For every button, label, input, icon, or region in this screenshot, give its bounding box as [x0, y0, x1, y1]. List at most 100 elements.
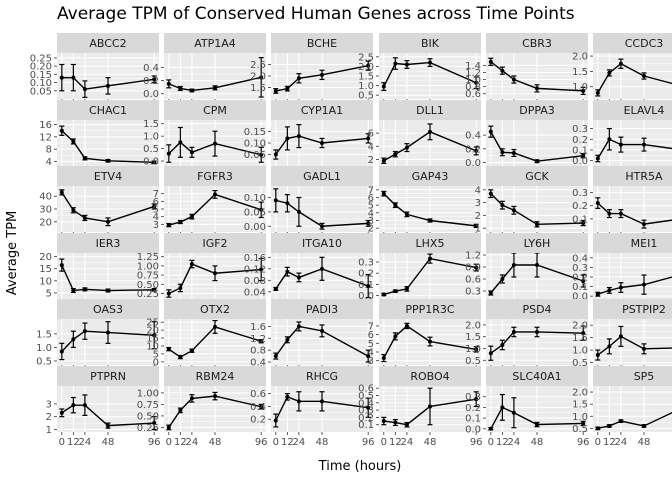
y-tick-label: 1.25 [137, 252, 159, 263]
facet-strip [57, 366, 159, 386]
facet-strip-label: BIK [421, 37, 440, 50]
x-tick-label: 48 [316, 437, 329, 448]
y-tick-label: 2.0 [465, 320, 481, 331]
series-group [273, 123, 371, 160]
series-group [381, 322, 479, 363]
y-tick-label: 1.4 [465, 61, 481, 72]
y-tick-label: 4 [475, 185, 481, 196]
y-tick-label: 1.0 [358, 81, 374, 92]
facet-strip [164, 100, 266, 120]
y-tick-label: 0.50 [137, 280, 159, 291]
data-point [320, 266, 324, 271]
data-point [178, 140, 183, 145]
x-tick-label: 24 [186, 437, 199, 448]
y-tick-label: 1.00 [137, 261, 159, 272]
data-point [166, 151, 171, 156]
facet-strip [271, 166, 373, 186]
data-point [82, 403, 87, 408]
data-point [59, 128, 64, 133]
x-tick-label: 12 [496, 437, 509, 448]
data-point [259, 404, 264, 409]
y-tick-label: 0.5 [143, 144, 159, 155]
data-point [59, 410, 64, 415]
data-point [59, 263, 64, 268]
y-tick-label: 1.0 [143, 132, 159, 143]
data-point [595, 292, 600, 297]
y-tick-label: 10 [39, 276, 52, 287]
data-point [511, 150, 516, 155]
data-point [581, 221, 586, 226]
facet-strip-label: RHCG [306, 370, 338, 383]
data-point [296, 324, 301, 329]
y-tick-label: 0.25 [137, 289, 159, 300]
facet-panel-mei1: MEI1 0.00.10.20.30.4 [572, 233, 672, 303]
data-point [488, 291, 493, 295]
data-point [581, 331, 586, 336]
data-point [71, 337, 76, 342]
data-point [511, 410, 516, 415]
data-point [296, 399, 301, 404]
series-group [595, 58, 672, 97]
data-point [488, 351, 493, 356]
data-point [642, 74, 646, 78]
y-tick-label: 1.0 [465, 344, 481, 355]
data-point [607, 70, 612, 75]
data-point [285, 201, 290, 206]
data-point [285, 86, 290, 91]
data-point [535, 422, 539, 427]
data-point [366, 405, 371, 410]
x-tick-label: 12 [281, 437, 294, 448]
facet-strip-label: SLC40A1 [512, 370, 561, 383]
y-tick-label: 1.2 [465, 251, 481, 262]
y-tick-label: 5 [46, 288, 52, 299]
data-point [607, 288, 612, 293]
y-tick-label: 2.0 [358, 62, 374, 73]
y-tick-label: 2.0 [572, 52, 588, 63]
series-group [166, 319, 264, 360]
y-tick-label: 1 [475, 224, 481, 235]
y-tick-label: 0.4 [358, 398, 374, 409]
data-point [71, 139, 76, 144]
facet-strip-label: PTPRN [90, 370, 126, 383]
y-tick-label: 0.15 [244, 127, 266, 138]
facet-strip-label: CHAC1 [89, 104, 127, 117]
data-point [166, 81, 171, 86]
facet-panels: ABCC20.050.100.150.200.25ATP1A40.00.20.4… [30, 33, 672, 448]
data-point [581, 88, 586, 93]
y-tick-label: 20 [146, 326, 159, 337]
y-tick-label: 1.2 [250, 334, 266, 345]
data-point [166, 425, 171, 430]
facet-strip-label: PSD4 [522, 303, 551, 316]
data-point [500, 277, 505, 281]
facet-strip-label: PADI3 [306, 303, 338, 316]
data-point [285, 337, 290, 342]
y-tick-label: 0.5 [465, 356, 481, 367]
facet-panel-oas3: OAS3 0.5 1.0 1.5 [36, 299, 159, 368]
facet-strip [57, 299, 159, 319]
series-group [381, 57, 479, 91]
facet-panel-cpm: CPM 0.0 0.51.0 1.5 [143, 100, 266, 169]
facet-strip-label: BCHE [307, 37, 337, 50]
facet-strip [57, 166, 159, 186]
facet-panel-padi3: PADI3 0.40.81.21.6 [250, 299, 373, 369]
data-point [404, 422, 409, 427]
y-tick-label: 2 [368, 155, 374, 166]
series-group [595, 197, 672, 229]
facet-panel-htr5a: HTR5A 0.1 0.2 0.3 [572, 166, 672, 235]
data-point [273, 354, 278, 359]
panel-background [593, 120, 672, 166]
x-tick-label: 12 [603, 437, 616, 448]
data-point [500, 405, 505, 410]
data-point [474, 148, 479, 153]
facet-strip [271, 100, 373, 120]
y-tick-label: 2.5 [250, 60, 266, 71]
x-tick-label: 48 [531, 437, 544, 448]
y-tick-label: 0.5 [358, 91, 374, 102]
y-tick-label: 2.0 [572, 321, 588, 332]
y-tick-label: 0.2 [572, 201, 588, 212]
data-point [320, 328, 324, 333]
data-point [404, 323, 409, 328]
data-point [71, 208, 76, 213]
